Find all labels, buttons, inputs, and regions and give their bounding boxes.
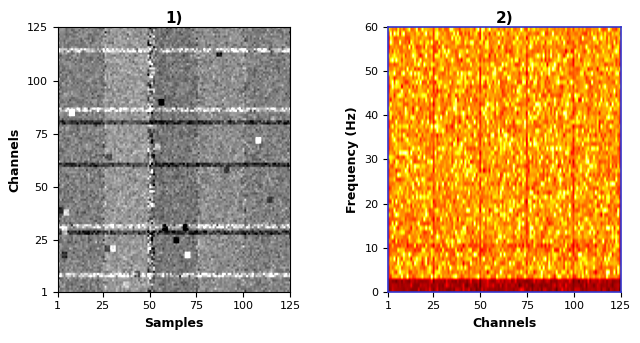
X-axis label: Samples: Samples	[144, 317, 204, 330]
Y-axis label: Frequency (Hz): Frequency (Hz)	[346, 106, 358, 213]
X-axis label: Channels: Channels	[472, 317, 536, 330]
Title: 2): 2)	[495, 11, 513, 26]
Title: 1): 1)	[165, 11, 182, 26]
Y-axis label: Channels: Channels	[8, 127, 21, 192]
